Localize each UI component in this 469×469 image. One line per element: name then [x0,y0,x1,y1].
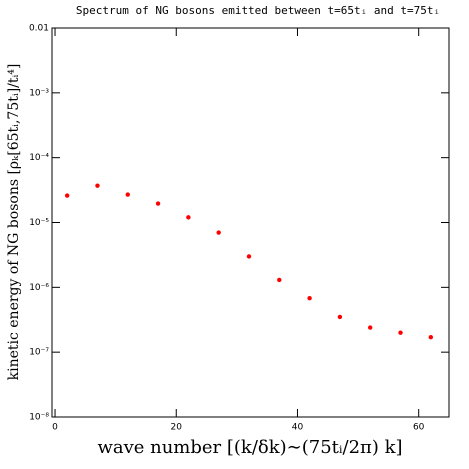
x-tick-label: 20 [171,423,183,433]
data-point [246,254,252,259]
data-point [186,215,191,220]
data-point [428,335,434,340]
chart-title: Spectrum of NG bosons emitted between t=… [76,4,440,17]
y-tick-label: 0.01 [29,24,49,34]
data-point [398,330,403,335]
y-tick-label: 10⁻⁶ [29,283,49,293]
data-point [155,201,161,206]
y-tick-label: 10⁻⁵ [29,218,49,228]
y-tick-label: 10⁻⁸ [29,413,49,423]
y-tick-label: 10⁻⁷ [29,348,49,358]
data-point [277,277,282,283]
data-point [337,314,343,320]
data-point [95,183,100,188]
y-axis-label: kinetic energy of NG bosons [ρₖ[65tᵢ,75t… [6,64,22,381]
x-tick-label: 40 [292,423,304,433]
data-point [125,192,130,197]
data-point [216,230,221,235]
x-tick-label: 60 [413,423,425,433]
x-axis-label: wave number [(k/δk)∼(75tᵢ/2π) k] [97,437,402,458]
plot-frame [51,27,450,418]
y-tick-label: 10⁻³ [29,88,49,98]
data-point [368,325,373,330]
data-point [307,295,312,301]
x-tick-label: 0 [52,423,58,433]
data-point [64,193,70,198]
y-tick-label: 10⁻⁴ [29,153,49,163]
